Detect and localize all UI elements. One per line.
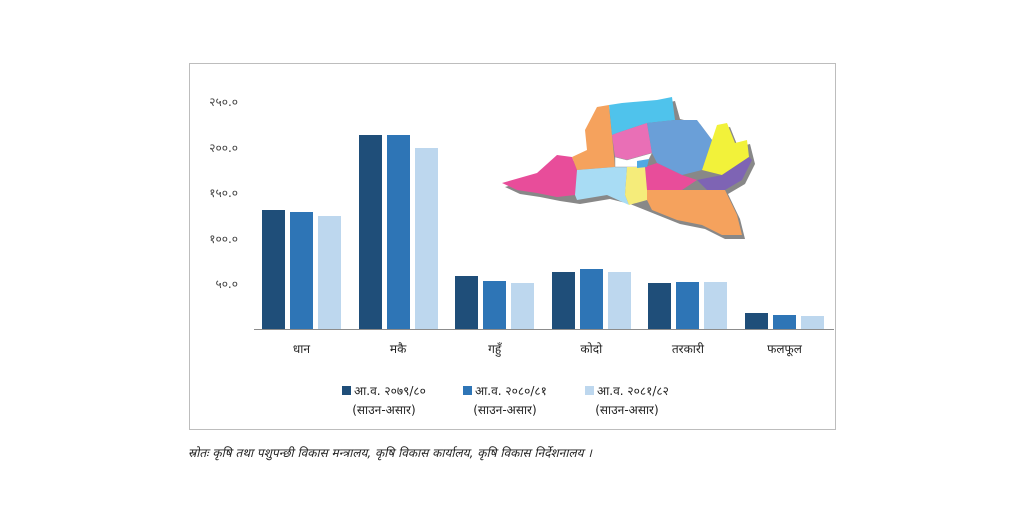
map-region-bhaktapur (637, 159, 649, 168)
category-label: फलफूल (767, 342, 802, 356)
bar (801, 315, 824, 329)
legend-label: आ.व. २०८१/८२ (597, 384, 669, 398)
bar (745, 313, 768, 329)
legend-label: आ.व. २०८०/८१ (475, 384, 547, 398)
map-region-center-south (645, 163, 697, 190)
map-region-south-center (575, 167, 629, 205)
bar (511, 283, 535, 329)
bar (773, 314, 796, 329)
bar (551, 272, 575, 329)
bar (290, 212, 313, 329)
map-region-west (502, 155, 577, 197)
category-label: मकै (389, 342, 407, 356)
legend-item: आ.व. २०७९/८० (साउन-असार) (342, 382, 426, 418)
x-axis-line (254, 329, 834, 330)
bar (483, 281, 507, 329)
legend-swatch (585, 386, 594, 395)
legend-item: आ.व. २०८०/८१ (साउन-असार) (463, 382, 547, 418)
bar (414, 147, 438, 329)
legend-sublabel: (साउन-असार) (473, 403, 537, 417)
bar (262, 210, 285, 329)
bar (704, 282, 728, 329)
legend-sublabel: (साउन-असार) (595, 403, 659, 417)
category-label: कोदो (580, 342, 603, 356)
source-note: स्रोतः कृषि तथा पशुपन्छी विकास मन्त्रालय… (188, 446, 592, 460)
legend-sublabel: (साउन-असार) (352, 403, 416, 417)
bar (579, 268, 603, 329)
y-tick-label: १००.० (209, 231, 238, 246)
category-label: गहुँ (488, 342, 502, 356)
legend-item: आ.व. २०८१/८२ (साउन-असार) (585, 382, 669, 418)
y-tick-label: ५०.० (215, 277, 238, 292)
legend-swatch (342, 386, 351, 395)
map-region-northwest (572, 105, 615, 170)
bar (318, 215, 341, 329)
legend-label: आ.व. २०७९/८० (354, 384, 426, 398)
map-region-northeast (647, 120, 712, 175)
category-label: तरकारी (671, 342, 704, 356)
map-region-east (702, 123, 749, 175)
category-label: धान (292, 342, 311, 356)
map-region-lalitpur (625, 167, 647, 205)
bar (676, 282, 700, 329)
bar (386, 134, 410, 329)
map-regions (502, 97, 752, 235)
map-region-southeast (697, 157, 752, 190)
bar (607, 271, 631, 329)
bagmati-province-map-image (502, 97, 755, 239)
bar (358, 134, 382, 329)
legend-swatch (463, 386, 472, 395)
map-region-north (609, 97, 675, 135)
y-tick-label: २५०.० (209, 95, 238, 109)
bar (455, 275, 479, 329)
y-tick-label: १५०.० (209, 186, 238, 201)
y-tick-label: २००.० (209, 140, 238, 155)
bar (648, 283, 672, 329)
map-region-south (647, 190, 742, 235)
map-region-center-north (612, 123, 652, 160)
